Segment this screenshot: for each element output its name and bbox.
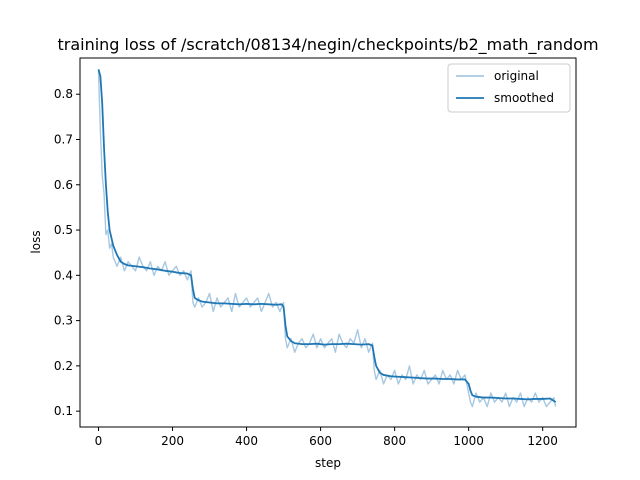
y-tick-label: 0.6 [54, 178, 73, 192]
legend-label-smoothed: smoothed [494, 91, 554, 105]
x-tick-label: 600 [309, 434, 332, 448]
x-axis-label: step [315, 456, 341, 470]
x-axis: 0 200 400 600 800 1000 1200 [95, 427, 558, 448]
chart-title: training loss of /scratch/08134/negin/ch… [57, 35, 598, 55]
y-tick-label: 0.4 [54, 268, 73, 282]
x-tick-label: 0 [95, 434, 103, 448]
y-tick-label: 0.3 [54, 314, 73, 328]
x-tick-label: 400 [235, 434, 258, 448]
y-tick-label: 0.1 [54, 404, 73, 418]
legend: original smoothed [447, 63, 571, 113]
y-tick-label: 0.7 [54, 132, 73, 146]
series-line-smoothed [97, 69, 557, 403]
x-tick-label: 1000 [453, 434, 484, 448]
x-tick-label: 800 [383, 434, 406, 448]
y-tick-label: 0.8 [54, 87, 73, 101]
x-tick-label: 1200 [527, 434, 558, 448]
y-axis: 0.1 0.2 0.3 0.4 0.5 0.6 0.7 0.8 [54, 87, 80, 418]
legend-label-original: original [494, 69, 539, 83]
y-tick-label: 0.5 [54, 223, 73, 237]
y-axis-label: loss [29, 230, 43, 253]
plot-area [97, 69, 557, 408]
plot-frame [79, 57, 577, 428]
x-tick-label: 200 [161, 434, 184, 448]
y-tick-label: 0.2 [54, 359, 73, 373]
